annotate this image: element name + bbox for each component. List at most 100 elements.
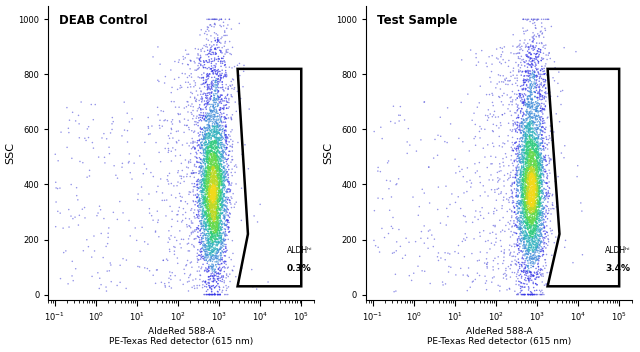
Point [516,44,527,49]
Point [525,175,536,181]
Point [527,176,537,182]
Point [202,240,212,246]
Point [230,85,240,90]
Point [214,184,224,190]
Point [236,119,246,124]
Point [523,186,533,192]
Point [522,110,532,115]
Point [209,55,220,61]
Point [521,102,531,108]
Point [525,156,536,161]
Point [186,103,196,109]
Point [193,74,204,80]
Point [204,212,214,217]
Point [534,132,544,138]
Point [534,254,544,259]
Point [195,241,205,247]
Point [534,162,544,168]
Point [216,178,227,184]
Point [205,132,215,137]
Point [525,114,535,120]
Point [501,154,511,160]
Point [211,209,221,215]
Point [199,124,209,130]
Point [474,160,484,165]
Point [175,111,186,117]
Point [523,175,533,180]
Point [511,278,522,284]
Point [511,80,521,86]
Point [208,166,218,172]
Point [212,171,223,177]
Point [517,186,527,191]
Point [513,187,524,193]
Point [527,292,537,297]
Point [164,280,174,285]
Point [227,157,237,163]
Point [209,175,220,181]
Point [198,201,208,206]
Point [538,252,548,257]
Point [195,145,205,151]
Point [529,178,539,184]
Point [213,204,223,210]
Point [215,246,225,252]
Point [214,223,225,229]
Point [517,226,527,232]
Point [513,201,524,207]
Point [186,220,196,226]
Point [211,225,221,230]
Point [527,169,537,174]
Point [199,116,209,121]
Point [528,181,538,187]
Point [538,237,548,243]
Point [533,125,543,130]
Point [527,138,537,144]
Point [517,191,527,197]
Point [226,52,236,57]
Point [209,194,220,200]
Point [519,245,529,251]
Point [528,163,538,169]
Point [138,171,148,176]
Point [205,189,216,195]
Point [198,112,209,118]
Point [202,191,212,197]
Point [488,264,498,270]
Point [529,180,539,186]
Point [522,188,532,194]
Point [208,104,218,109]
Point [186,259,196,265]
Point [207,68,218,74]
Point [531,165,541,171]
Point [533,142,543,148]
Point [530,149,540,154]
Point [523,235,533,240]
Point [528,184,538,190]
Point [186,231,196,237]
Point [528,179,538,184]
Point [198,189,208,195]
Point [104,144,114,150]
Point [529,202,539,208]
Point [522,164,532,170]
Point [212,114,222,119]
Point [203,145,213,151]
Point [203,216,213,222]
Point [508,163,518,169]
Point [194,202,204,208]
Point [526,155,536,161]
Point [200,221,210,227]
Point [525,169,536,174]
Point [534,174,544,180]
Point [518,128,528,134]
Point [526,210,536,216]
Point [534,174,545,179]
Point [522,251,532,257]
Point [203,174,213,179]
Point [526,194,536,200]
Point [540,71,550,76]
Point [203,250,213,256]
Point [500,268,511,273]
Point [520,228,531,234]
